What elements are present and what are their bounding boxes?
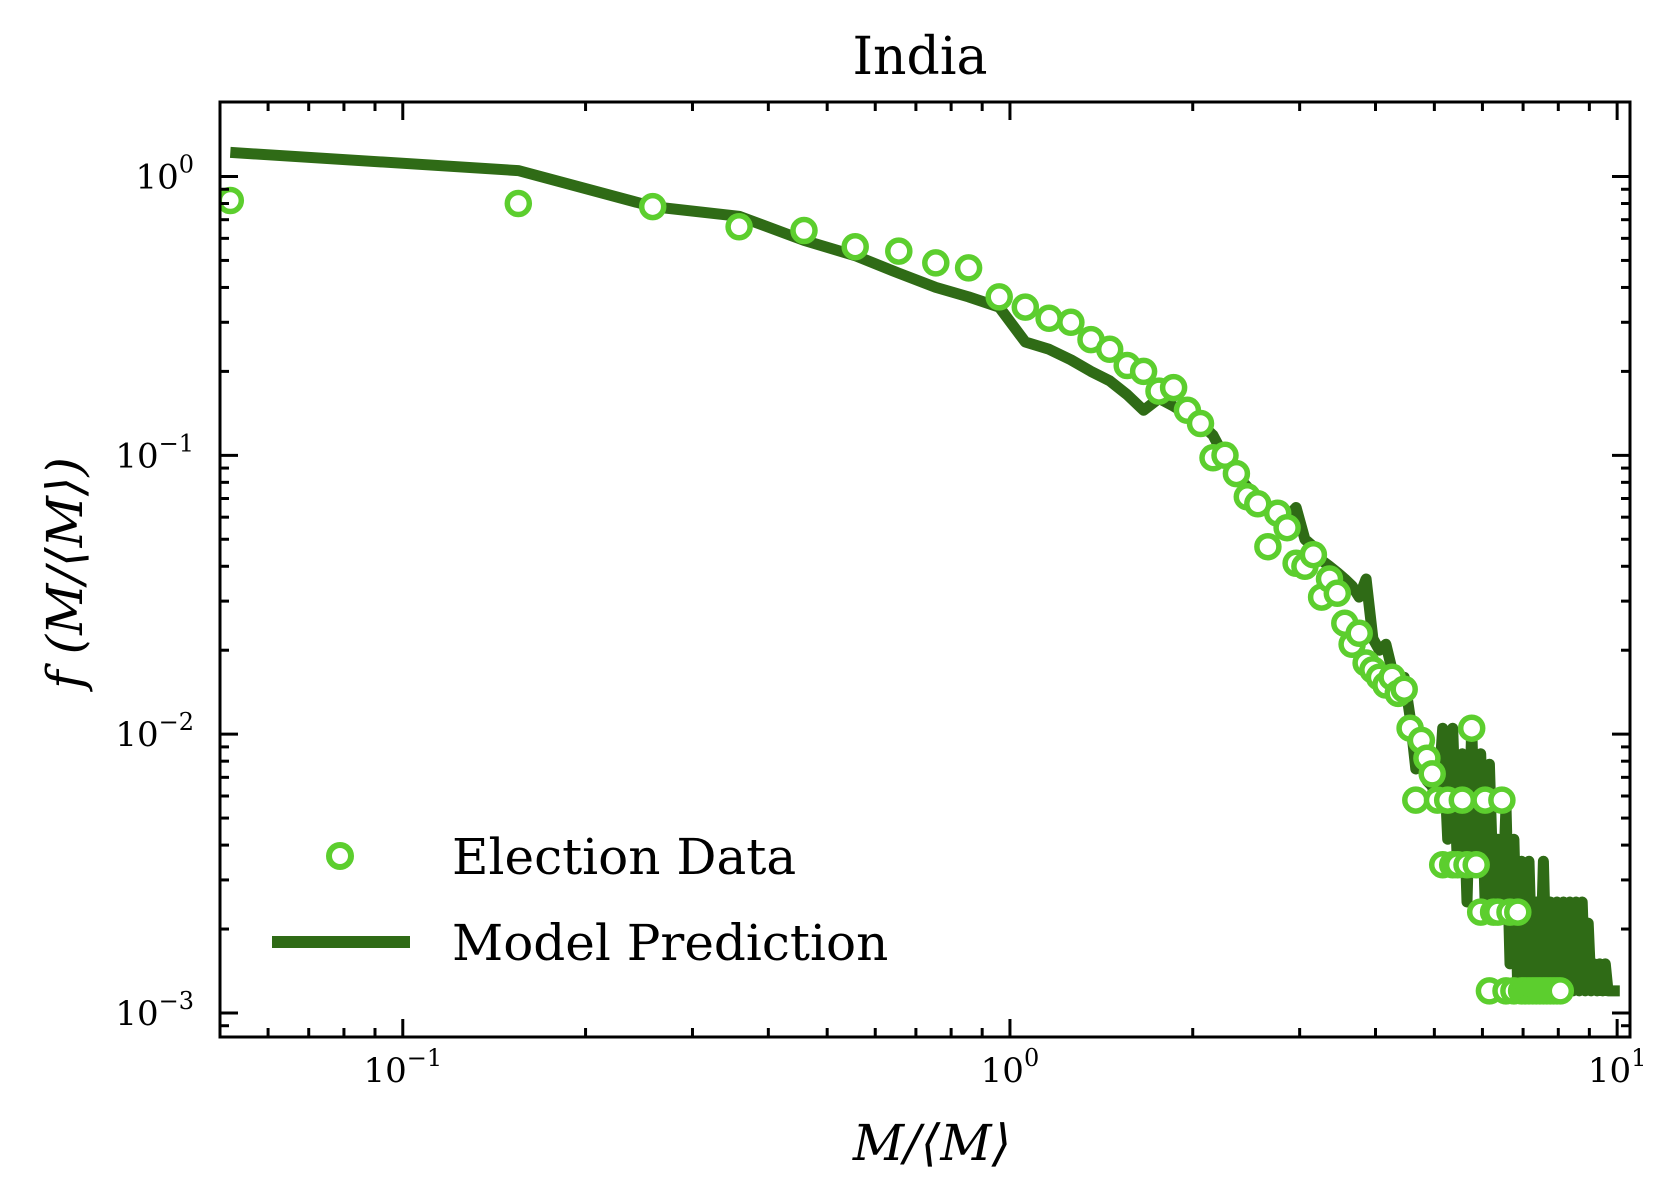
election-data-point xyxy=(1035,304,1063,333)
election-data-point xyxy=(1402,786,1430,814)
x-axis-label: M/⟨M⟩ xyxy=(852,1114,1011,1172)
election-data-point xyxy=(1345,619,1373,648)
election-data-point xyxy=(922,249,950,277)
x-tick-label: 100 xyxy=(981,1044,1040,1091)
election-data-point xyxy=(1457,714,1486,742)
election-data-point xyxy=(1011,293,1040,321)
x-tick-label: 10−1 xyxy=(363,1044,442,1091)
election-data-point xyxy=(790,216,818,245)
election-data-point xyxy=(1129,357,1158,386)
plot-frame xyxy=(218,100,1632,1039)
legend-label-election-data: Election Data xyxy=(452,828,796,886)
election-data-point xyxy=(1222,459,1251,488)
election-data-point xyxy=(1095,335,1124,364)
election-data-point xyxy=(1323,579,1352,608)
legend-marker-election-data xyxy=(326,842,354,870)
y-axis-label: f (M/⟨M⟩) xyxy=(36,457,94,693)
election-data-point xyxy=(1273,513,1301,542)
y-tick-label: 10−3 xyxy=(115,987,194,1034)
election-data-point xyxy=(1159,373,1188,402)
election-data-point xyxy=(1488,786,1516,814)
election-data-point xyxy=(1546,977,1575,1005)
plot-area: 10−1 100 101 100 10−1 10−2 10−3 xyxy=(115,100,1647,1091)
election-data-point xyxy=(1418,760,1446,788)
election-data-point xyxy=(885,237,913,265)
election-data-point xyxy=(1504,898,1532,926)
election-data-point xyxy=(1057,308,1085,337)
election-data-point xyxy=(1299,540,1328,569)
chart-title: India xyxy=(853,27,988,87)
election-data-point xyxy=(1254,532,1282,561)
election-data-point xyxy=(1186,409,1215,438)
election-data-point xyxy=(504,189,533,218)
election-data-point xyxy=(985,283,1013,311)
election-data-point xyxy=(725,213,753,241)
election-data-point xyxy=(1462,851,1490,879)
model-prediction-line xyxy=(229,146,1622,997)
legend: Election Data Model Prediction xyxy=(272,828,888,972)
y-tick-label: 10−2 xyxy=(115,708,194,755)
election-data-point xyxy=(1448,786,1477,814)
election-data-point xyxy=(841,232,869,261)
y-tick-label: 10−1 xyxy=(115,429,194,476)
election-data-point xyxy=(1390,675,1418,703)
election-data-point xyxy=(954,254,983,282)
x-tick-label: 101 xyxy=(1588,1044,1647,1091)
y-tick-label: 100 xyxy=(135,150,194,197)
legend-label-model-prediction: Model Prediction xyxy=(452,914,888,972)
election-data-point xyxy=(638,192,667,221)
election-data-point xyxy=(220,186,245,215)
data-layer xyxy=(220,146,1622,1005)
